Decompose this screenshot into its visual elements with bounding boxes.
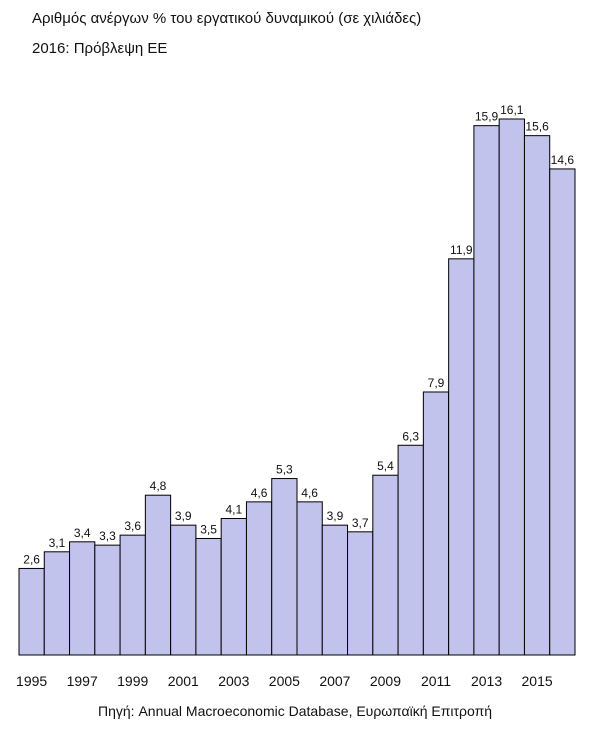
value-label-1995: 2,6 bbox=[23, 552, 40, 566]
bar-2003 bbox=[220, 518, 247, 656]
bar-2010 bbox=[397, 444, 424, 656]
value-labels-group: 2,6 3,1 3,4 3,3 3,6 4,8 3,9 3,5 4,1 4,6 5,3 4,6 3,9 3… bbox=[23, 103, 574, 566]
bar-1999 bbox=[119, 534, 146, 656]
x-tick-2011: 2011 bbox=[421, 673, 451, 689]
x-tick-2015: 2015 bbox=[522, 673, 553, 689]
x-tick-1995: 1995 bbox=[16, 673, 47, 689]
bars-group bbox=[18, 118, 576, 656]
x-tick-1999: 1999 bbox=[117, 673, 148, 689]
x-tick-2009: 2009 bbox=[370, 673, 401, 689]
value-label-2013: 15,9 bbox=[475, 110, 499, 124]
value-label-1999: 3,6 bbox=[124, 519, 141, 533]
value-label-2001: 3,9 bbox=[175, 509, 192, 523]
x-tick-1997: 1997 bbox=[67, 673, 98, 689]
value-label-2005: 5,3 bbox=[276, 463, 293, 477]
bar-1998 bbox=[94, 544, 121, 656]
value-label-2011: 7,9 bbox=[428, 376, 445, 390]
bar-2005 bbox=[271, 478, 298, 656]
x-tick-2007: 2007 bbox=[319, 673, 350, 689]
chart-source: Πηγή: Annual Macroeconomic Database, Ευρ… bbox=[97, 703, 493, 719]
bar-2016 bbox=[549, 168, 576, 656]
bar-2009 bbox=[372, 474, 399, 656]
bar-2004 bbox=[245, 501, 273, 656]
value-label-2016: 14,6 bbox=[551, 153, 575, 167]
bar-1995 bbox=[18, 567, 45, 656]
value-label-2015: 15,6 bbox=[525, 120, 549, 134]
value-label-2010: 6,3 bbox=[402, 429, 419, 443]
bar-2000 bbox=[144, 494, 172, 656]
bar-1997 bbox=[69, 541, 96, 656]
value-label-2002: 3,5 bbox=[200, 522, 217, 536]
x-axis-ticks: 1995 1997 1999 2001 2003 2005 2007 2009 2011 2013… bbox=[16, 673, 553, 689]
x-tick-2005: 2005 bbox=[269, 673, 300, 689]
bar-2015 bbox=[523, 135, 551, 656]
bar-2011 bbox=[422, 391, 450, 656]
value-label-2012: 11,9 bbox=[450, 243, 473, 257]
x-tick-2003: 2003 bbox=[218, 673, 249, 689]
chart-title: Αριθμός ανέργων % του εργατικού δυναμικο… bbox=[32, 10, 422, 27]
bar-2007 bbox=[321, 524, 349, 656]
x-tick-2013: 2013 bbox=[471, 673, 502, 689]
value-label-2006: 4,6 bbox=[301, 486, 318, 500]
bar-2008 bbox=[347, 531, 374, 656]
bar-2012 bbox=[448, 258, 475, 656]
value-label-2009: 5,4 bbox=[377, 459, 394, 473]
value-label-1998: 3,3 bbox=[99, 529, 116, 543]
chart-subtitle: 2016: Πρόβλεψη ΕΕ bbox=[32, 40, 168, 57]
value-label-1996: 3,1 bbox=[49, 536, 66, 550]
x-tick-2001: 2001 bbox=[168, 673, 199, 689]
value-label-2008: 3,7 bbox=[352, 516, 369, 530]
value-label-2007: 3,9 bbox=[327, 509, 344, 523]
value-label-2000: 4,8 bbox=[150, 479, 167, 493]
bar-2006 bbox=[296, 501, 323, 656]
value-label-2003: 4,1 bbox=[225, 503, 242, 517]
bar-2014 bbox=[498, 118, 525, 656]
bar-1996 bbox=[43, 551, 71, 656]
value-label-2014: 16,1 bbox=[500, 103, 524, 117]
value-label-1997: 3,4 bbox=[74, 526, 91, 540]
bar-2001 bbox=[170, 524, 197, 656]
value-label-2004: 4,6 bbox=[251, 486, 268, 500]
bar-2013 bbox=[473, 125, 500, 656]
bar-2002 bbox=[195, 537, 222, 656]
